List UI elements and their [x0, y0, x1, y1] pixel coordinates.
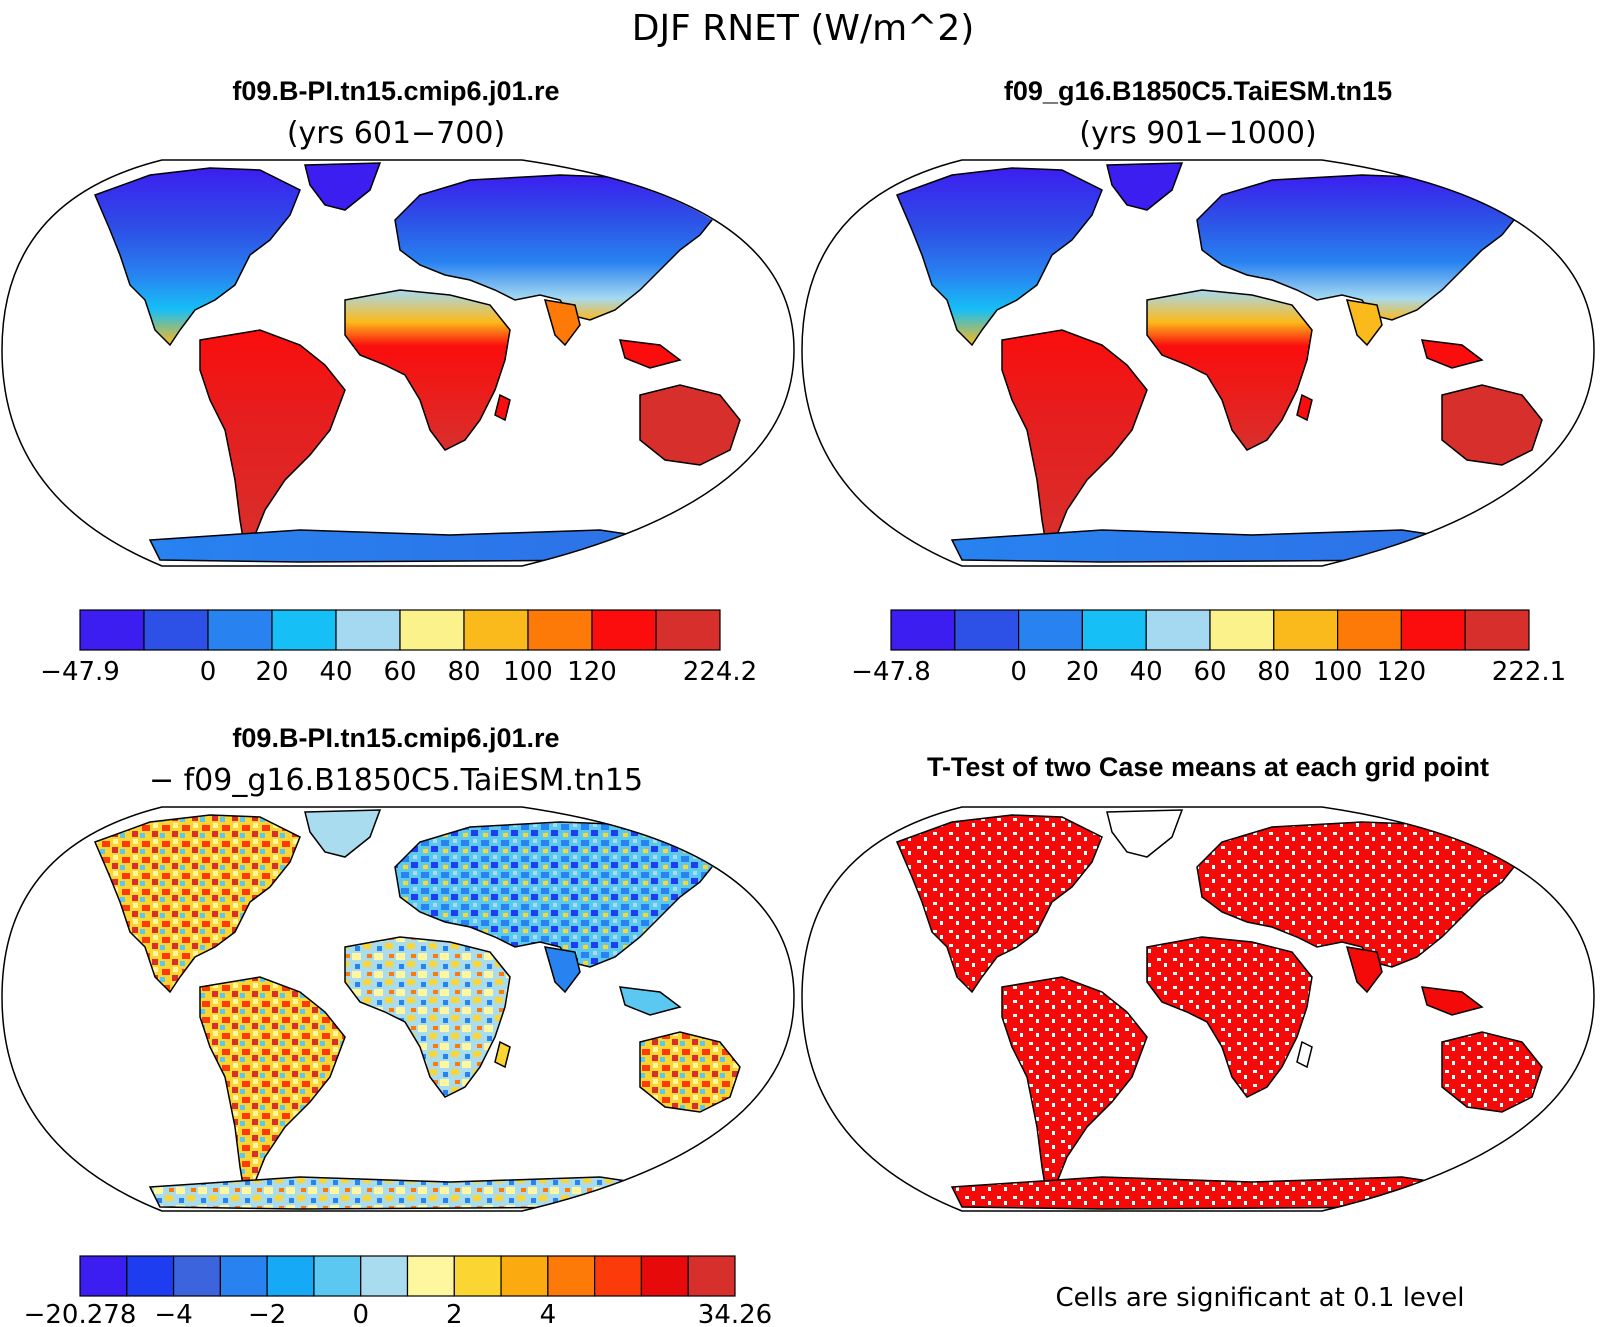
panel-case1: f09.B-PI.tn15.cmip6.j01.re (yrs 601−700)…	[0, 76, 795, 687]
colorbar-label: 60	[1193, 657, 1226, 687]
colorbar-label: 0	[352, 1300, 369, 1327]
main-title: DJF RNET (W/m^2)	[632, 8, 975, 49]
colorbar-box	[591, 609, 657, 651]
colorbar-label: 222.1	[1492, 657, 1566, 687]
colorbar-box	[1273, 609, 1339, 651]
panel-diff-subtitle: − f09_g16.B1850C5.TaiESM.tn15	[149, 763, 643, 798]
panel-case1-map	[0, 160, 792, 566]
colorbar-box	[126, 1255, 175, 1297]
colorbar-box	[527, 609, 593, 651]
panel-diff-map-border	[1, 806, 795, 1212]
colorbar-label: 4	[540, 1300, 557, 1327]
colorbar-label: −47.9	[40, 657, 120, 687]
colorbar-label: 34.26	[698, 1300, 772, 1327]
panel-diff-colorbar: −20.278 −4 −2 0 2 4 34.26	[24, 1255, 772, 1327]
colorbar-box	[143, 609, 209, 651]
colorbar-box	[1464, 609, 1530, 651]
colorbar-box	[219, 1255, 268, 1297]
panel-case2-title: f09_g16.B1850C5.TaiESM.tn15	[1004, 76, 1392, 106]
panel-case2-colorbar: −47.8 0 20 40 60 80 100 120 222.1	[851, 609, 1566, 687]
panel-case2: f09_g16.B1850C5.TaiESM.tn15 (yrs 901−100…	[801, 76, 1595, 687]
colorbar-label: 40	[319, 657, 352, 687]
colorbar-box	[266, 1255, 315, 1297]
colorbar-label: 20	[1066, 657, 1099, 687]
colorbar-box	[655, 609, 721, 651]
colorbar-label: 120	[1377, 657, 1427, 687]
colorbar-box	[79, 1255, 128, 1297]
colorbar-box	[172, 1255, 221, 1297]
colorbar-label: 100	[503, 657, 553, 687]
colorbar-box	[640, 1255, 689, 1297]
colorbar-box	[1400, 609, 1466, 651]
colorbar-label: 2	[446, 1300, 463, 1327]
panel-case2-land	[895, 162, 1543, 563]
panel-ttest-map-border	[801, 806, 1595, 1212]
colorbar-box	[335, 609, 401, 651]
panel-ttest-map	[802, 807, 1594, 1211]
colorbar-box	[271, 609, 337, 651]
panel-case1-title: f09.B-PI.tn15.cmip6.j01.re	[232, 76, 559, 106]
colorbar-box	[360, 1255, 409, 1297]
colorbar-box	[1145, 609, 1211, 651]
panel-diff-map	[0, 807, 792, 1211]
colorbar-label: 0	[200, 657, 217, 687]
colorbar-box	[594, 1255, 643, 1297]
panel-ttest-title: T-Test of two Case means at each grid po…	[927, 752, 1489, 782]
colorbar-label: −2	[248, 1300, 286, 1327]
colorbar-box	[399, 609, 465, 651]
colorbar-label: −4	[154, 1300, 192, 1327]
colorbar-box	[1336, 609, 1402, 651]
colorbar-label: 0	[1010, 657, 1027, 687]
colorbar-box	[500, 1255, 549, 1297]
colorbar-box	[406, 1255, 455, 1297]
panel-case2-map	[802, 160, 1594, 566]
colorbar-box	[1017, 609, 1083, 651]
panel-case1-map-border	[1, 159, 795, 567]
colorbar-label: 20	[255, 657, 288, 687]
colorbar-label: 224.2	[683, 657, 757, 687]
colorbar-label: 120	[567, 657, 617, 687]
panel-case1-colorbar: −47.9 0 20 40 60 80 100 120 224.2	[40, 609, 757, 687]
colorbar-box	[1081, 609, 1147, 651]
panel-diff: f09.B-PI.tn15.cmip6.j01.re − f09_g16.B18…	[0, 723, 795, 1327]
colorbar-box	[687, 1255, 736, 1297]
colorbar-box	[79, 609, 145, 651]
colorbar-box	[463, 609, 529, 651]
colorbar-box	[890, 609, 956, 651]
panel-case2-subtitle: (yrs 901−1000)	[1079, 116, 1316, 151]
colorbar-box	[954, 609, 1020, 651]
panel-ttest: T-Test of two Case means at each grid po…	[801, 752, 1595, 1313]
panel-case1-land	[93, 162, 741, 563]
panel-ttest-footnote: Cells are significant at 0.1 level	[1055, 1283, 1464, 1313]
colorbar-label: −20.278	[24, 1300, 137, 1327]
colorbar-box	[453, 1255, 502, 1297]
colorbar-label: 80	[1257, 657, 1290, 687]
panel-case2-map-border	[801, 159, 1595, 567]
colorbar-box	[547, 1255, 596, 1297]
panel-case1-subtitle: (yrs 601−700)	[287, 116, 505, 151]
colorbar-label: 40	[1130, 657, 1163, 687]
colorbar-box	[1209, 609, 1275, 651]
colorbar-label: 60	[383, 657, 416, 687]
colorbar-box	[313, 1255, 362, 1297]
panel-diff-land	[93, 809, 741, 1210]
colorbar-label: −47.8	[851, 657, 931, 687]
colorbar-box	[207, 609, 273, 651]
panel-ttest-land	[895, 809, 1543, 1210]
colorbar-label: 100	[1313, 657, 1363, 687]
panel-diff-title: f09.B-PI.tn15.cmip6.j01.re	[232, 723, 559, 753]
colorbar-label: 80	[447, 657, 480, 687]
